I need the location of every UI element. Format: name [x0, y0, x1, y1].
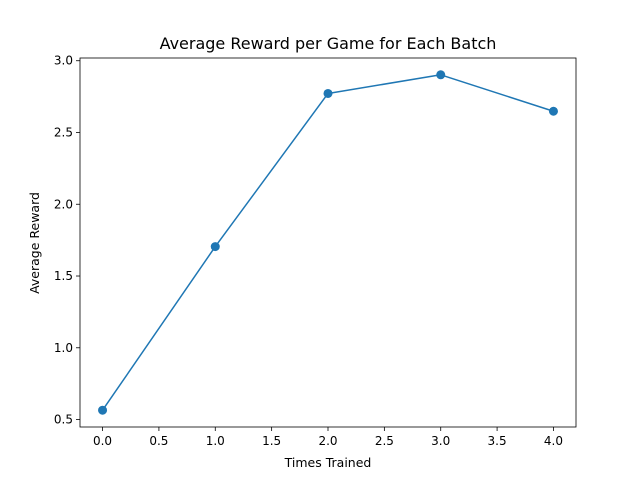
- y-tick-label: 2.0: [54, 197, 73, 211]
- x-tick-label: 0.5: [149, 434, 168, 448]
- y-tick-label: 2.5: [54, 125, 73, 139]
- y-tick-label: 1.5: [54, 269, 73, 283]
- axes-frame: [79, 57, 577, 428]
- x-tick-label: 0.0: [93, 434, 112, 448]
- x-tick-label: 3.5: [488, 434, 507, 448]
- x-tick-label: 1.0: [206, 434, 225, 448]
- y-tick-label: 0.5: [54, 413, 73, 427]
- x-tick-label: 1.5: [262, 434, 281, 448]
- data-point: [210, 242, 220, 252]
- data-point: [98, 405, 108, 415]
- series-line: [101, 74, 554, 411]
- data-point: [548, 106, 558, 116]
- y-tick-label: 1.0: [54, 341, 73, 355]
- data-point: [436, 70, 446, 80]
- data-point: [323, 88, 333, 98]
- y-tick-label: 3.0: [54, 54, 73, 68]
- x-tick-label: 2.0: [318, 434, 337, 448]
- chart-title: Average Reward per Game for Each Batch: [160, 34, 497, 53]
- plot-area: 0.0 0.5 1.0 1.5 2.0 2.5 3.0 3.5 4.0 0.5 1.0 1.5 2.0 2…: [54, 54, 577, 448]
- x-tick-label: 3.0: [431, 434, 450, 448]
- x-axis-label: Times Trained: [284, 455, 372, 470]
- x-tick-label: 2.5: [375, 434, 394, 448]
- x-tick-label: 4.0: [544, 434, 563, 448]
- y-axis-label: Average Reward: [27, 192, 42, 294]
